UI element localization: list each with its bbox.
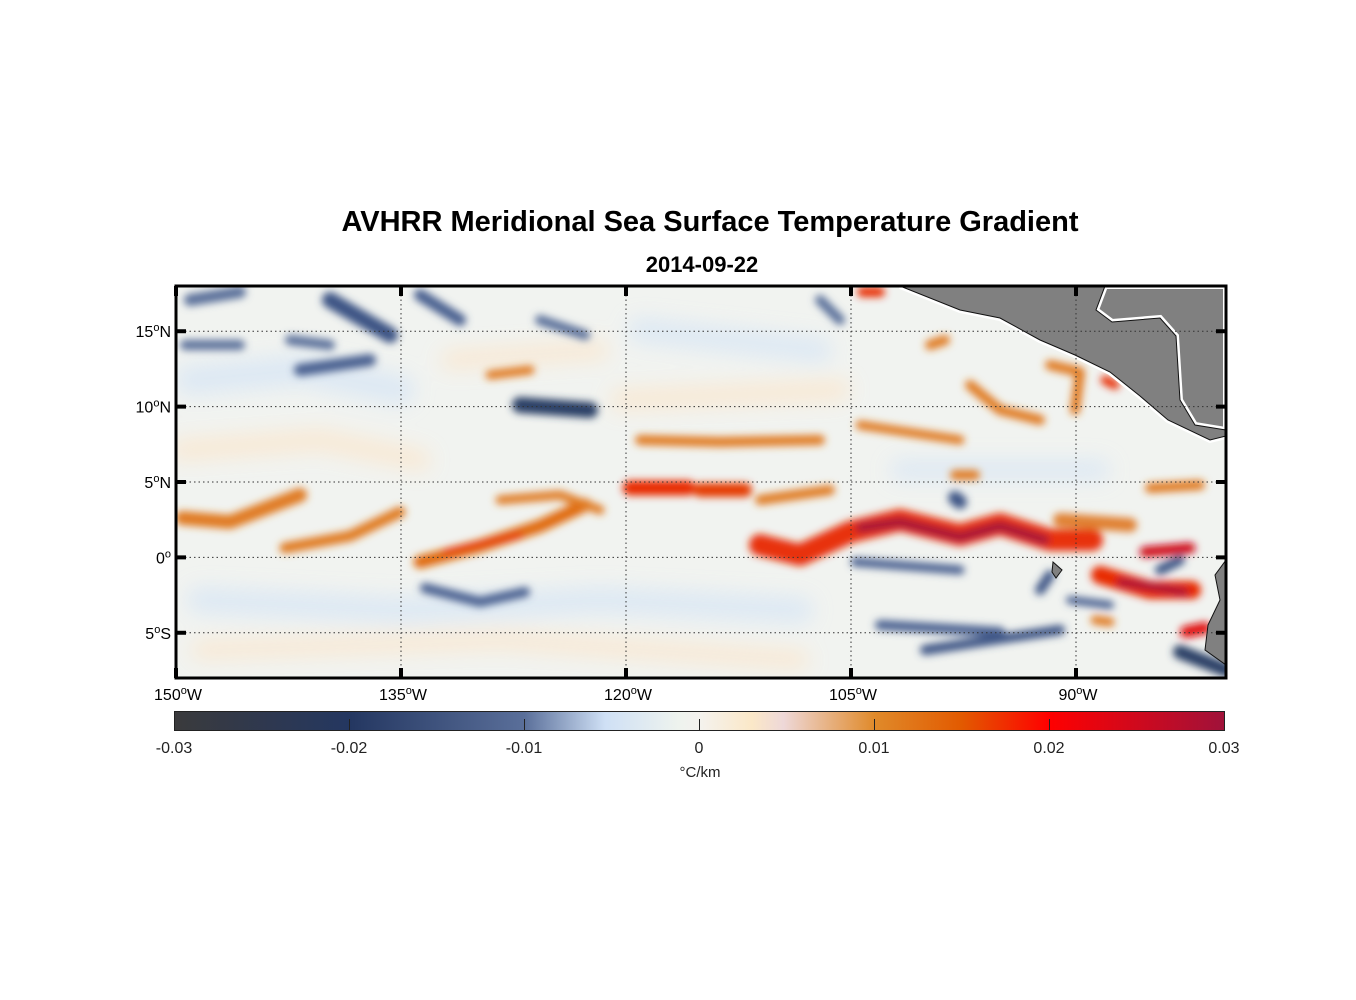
colorbar-tick-label: -0.02 (330, 740, 368, 757)
colorbar-tick-label: -0.01 (505, 740, 543, 757)
colorbar-tick-label: 0.02 (1033, 740, 1065, 757)
colorbar-tick-label: -0.03 (155, 740, 193, 757)
x-tick-label: 150oW (154, 685, 203, 704)
chart-subtitle: 2014-09-22 (645, 252, 759, 277)
axis-ticks (174, 286, 1226, 678)
colorbar-tick-label: 0 (694, 740, 704, 757)
y-tick-label: 10oN (136, 398, 171, 417)
y-tick-label: 15oN (136, 322, 171, 341)
land-south-america (1204, 559, 1226, 666)
galapagos-islands (1051, 560, 1063, 579)
land-central-america (898, 286, 1226, 444)
x-tick-label: 90oW (1058, 685, 1098, 704)
colorbar-tick (524, 719, 525, 730)
x-tick-label: 105oW (829, 685, 878, 704)
chart-title: AVHRR Meridional Sea Surface Temperature… (341, 206, 1079, 238)
y-tick-label: 5oS (145, 624, 171, 643)
colorbar-tick (874, 719, 875, 730)
colorbar-tick (349, 719, 350, 730)
y-tick-label: 5oN (144, 473, 171, 492)
colorbar-unit-label: °C/km (679, 764, 721, 781)
y-tick-label: 0o (156, 548, 171, 567)
sst-gradient-field (176, 286, 1226, 678)
colorbar-tick (699, 719, 700, 730)
x-tick-label: 120oW (604, 685, 653, 704)
colorbar-tick (1049, 719, 1050, 730)
colorbar-tick-label: 0.03 (1208, 740, 1240, 757)
colorbar-tick-label: 0.01 (858, 740, 890, 757)
x-tick-label: 135oW (379, 685, 428, 704)
